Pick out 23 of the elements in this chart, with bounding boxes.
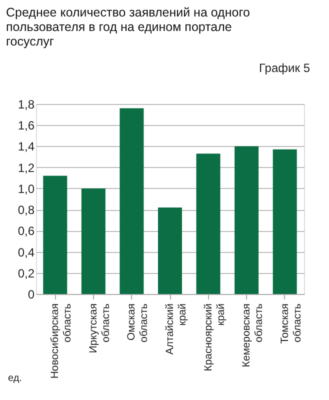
y-tick-label: 1,0	[18, 182, 35, 196]
y-tick-label: 0,8	[18, 203, 35, 218]
bar	[196, 154, 220, 294]
y-axis-title: ед.	[8, 373, 22, 384]
bar	[234, 146, 259, 294]
y-tick-label: 0,2	[18, 266, 35, 280]
y-tick-label: 1,8	[18, 98, 35, 112]
y-tick-label: 0,4	[18, 245, 35, 260]
y-tick-label: 0,6	[18, 224, 35, 238]
bar	[120, 108, 144, 294]
text: График 5	[258, 61, 310, 75]
bar	[272, 149, 297, 294]
bar	[43, 176, 68, 294]
bar	[81, 188, 106, 294]
bar	[158, 207, 182, 294]
x-tick-label: Красноярский край	[202, 303, 227, 372]
chart-title: Среднее количество заявлений на одного пользователя в год на едином портале госуслуг	[6, 6, 250, 48]
y-tick-label: 0	[28, 288, 35, 302]
x-tick-label: Новосибирская область	[49, 302, 74, 379]
y-tick-label: 1,4	[18, 140, 35, 154]
y-tick-label: 1,6	[18, 118, 35, 133]
x-tick-label: Алтайский край	[164, 303, 188, 355]
y-tick-label: 1,2	[18, 160, 35, 175]
